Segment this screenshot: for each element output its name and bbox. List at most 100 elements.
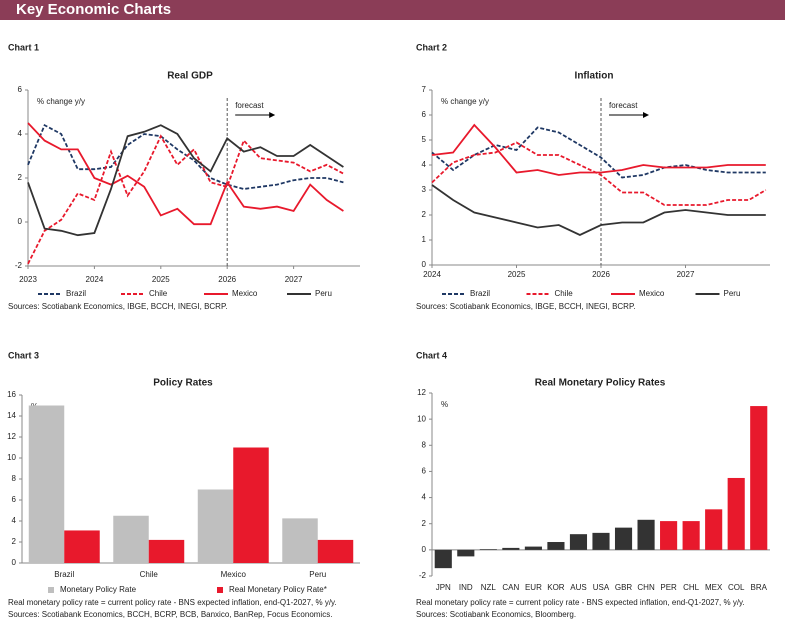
y-tick-label: 3 [422,185,427,194]
legend-swatch [217,587,223,593]
series-line [27,122,344,226]
chart-title: Real GDP [167,71,213,82]
bar [113,515,149,563]
series-line [431,123,766,176]
x-tick-label: 2025 [152,275,170,284]
note: Sources: Scotiabank Economics, IBGE, BCC… [416,302,636,311]
y-tick-label: 1 [422,235,427,244]
y-tick-label: 8 [422,440,427,449]
y-axis-label: % change y/y [37,97,85,106]
legend-label: Mexico [639,289,665,298]
x-tick-label: Brazil [54,570,74,579]
y-tick-label: 6 [422,467,427,476]
y-tick-label: 6 [18,85,23,94]
chart-title: Policy Rates [153,378,213,389]
y-tick-label: 2 [18,173,23,182]
x-tick-label: USA [593,583,610,592]
y-tick-label: 7 [422,85,427,94]
x-tick-label: 2027 [677,270,695,279]
series-line [431,184,766,236]
note: Sources: Scotiabank Economics, BCCH, BCR… [8,610,332,619]
y-tick-label: 0 [12,558,17,567]
x-tick-label: Mexico [221,570,247,579]
x-tick-label: KOR [547,583,565,592]
x-tick-label: 2027 [285,275,303,284]
y-axis-label: % change y/y [441,97,489,106]
chart-label: Chart 2 [416,42,447,52]
bar [434,549,452,569]
series-line [27,124,344,237]
x-tick-label: AUS [570,583,586,592]
x-tick-label: Peru [309,570,326,579]
y-tick-label: 2 [422,210,427,219]
bar [64,530,100,563]
y-tick-label: 10 [7,453,16,462]
chart-label: Chart 4 [416,350,447,360]
bar [148,539,185,563]
bar [479,549,497,550]
header-title: Key Economic Charts [0,0,785,20]
bar [569,534,588,550]
x-tick-label: Chile [140,570,159,579]
x-tick-label: IND [459,583,473,592]
y-tick-label: 12 [417,388,426,397]
x-tick-label: 2024 [423,270,441,279]
x-tick-label: 2023 [19,275,37,284]
y-tick-label: 0 [18,217,23,226]
x-tick-label: GBR [615,583,633,592]
x-tick-label: JPN [436,583,451,592]
chart-title: Real Monetary Policy Rates [535,378,666,389]
bar [233,447,269,563]
forecast-label: forecast [609,101,638,110]
bar [457,549,475,557]
series-line [431,141,767,206]
y-tick-label: 4 [422,493,427,502]
chart-label: Chart 1 [8,42,39,52]
y-tick-label: 14 [7,411,16,420]
x-tick-label: MEX [705,583,723,592]
bar [28,405,65,563]
y-tick-label: 2 [12,537,17,546]
bar [282,518,318,563]
y-tick-label: 4 [422,160,427,169]
legend-label: Monetary Policy Rate [60,585,137,594]
y-tick-label: 6 [12,495,17,504]
y-tick-label: 6 [422,110,427,119]
legend-label: Mexico [232,289,258,298]
x-tick-label: 2026 [592,270,610,279]
forecast-arrowhead [269,112,276,118]
legend-label: Chile [555,289,574,298]
legend-label: Peru [724,289,741,298]
series-line [27,134,344,265]
x-tick-label: EUR [525,583,542,592]
y-tick-label: 12 [7,432,16,441]
legend-label: Chile [149,289,168,298]
note: Sources: Scotiabank Economics, IBGE, BCC… [8,302,228,311]
y-tick-label: 5 [422,135,427,144]
forecast-arrowhead [643,112,649,118]
bar [750,406,768,550]
y-tick-label: 4 [12,516,17,525]
x-tick-label: COL [728,583,745,592]
x-tick-label: CAN [502,583,519,592]
note: Real monetary policy rate = current poli… [416,598,745,607]
y-tick-label: -2 [15,261,23,270]
bar [524,546,542,550]
note: Sources: Scotiabank Economics, Bloomberg… [416,610,576,619]
series-line [431,126,766,179]
x-tick-label: CHN [637,583,655,592]
bar [660,521,678,550]
y-axis-label: % [441,400,448,409]
bar [637,519,655,550]
legend-label: Brazil [66,289,86,298]
x-tick-label: CHL [683,583,700,592]
bar [197,489,234,563]
x-tick-label: NZL [481,583,497,592]
bar [727,477,745,550]
legend-swatch [48,587,54,593]
bar [547,542,565,550]
legend-label: Brazil [470,289,490,298]
x-tick-label: PER [660,583,677,592]
